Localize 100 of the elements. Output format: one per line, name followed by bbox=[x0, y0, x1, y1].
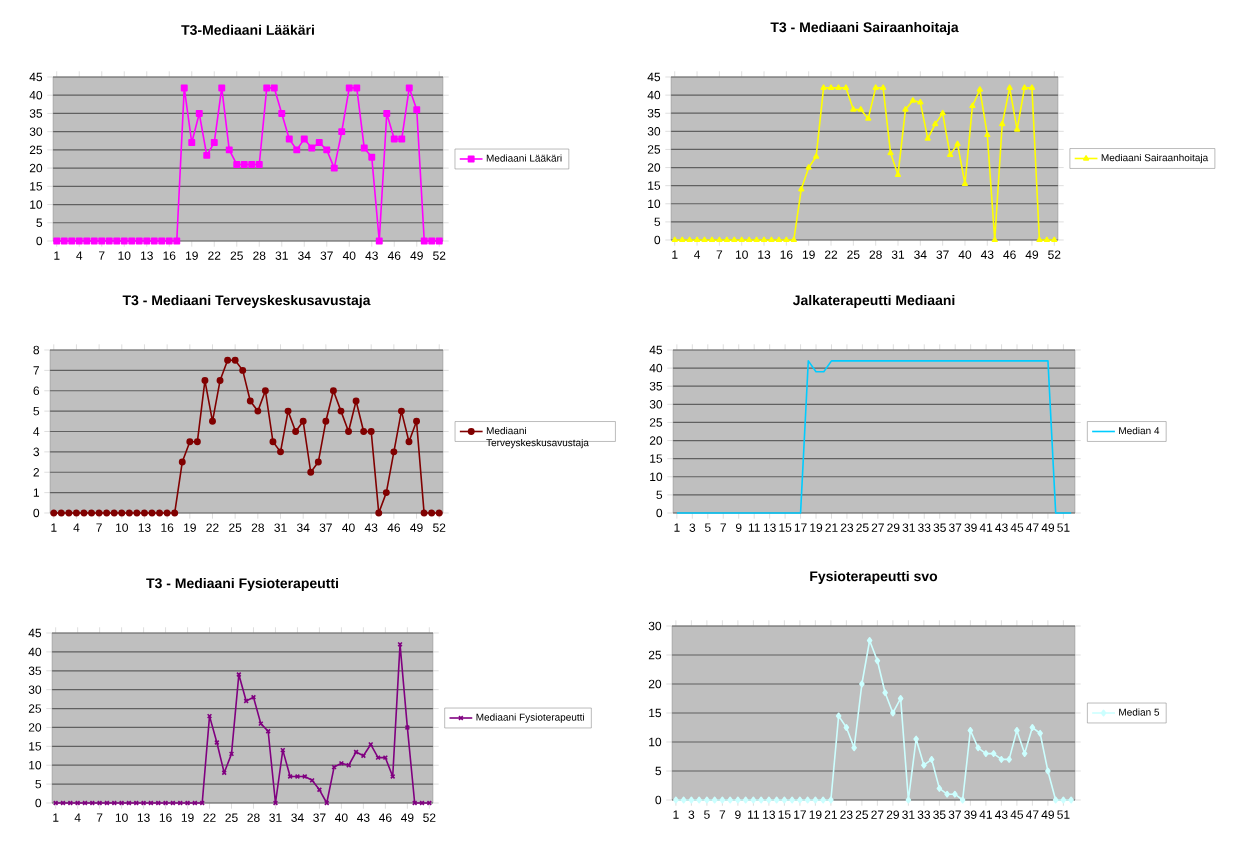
point bbox=[866, 637, 873, 644]
point bbox=[352, 397, 360, 405]
point bbox=[180, 84, 188, 92]
point bbox=[1013, 126, 1021, 132]
legend-label: Mediaani Sairaanhoitaja bbox=[1101, 153, 1209, 164]
x-tick-label: 41 bbox=[979, 810, 992, 819]
point bbox=[360, 144, 368, 152]
point bbox=[798, 185, 805, 192]
x-tick-label: 37 bbox=[320, 251, 333, 260]
point bbox=[1068, 796, 1074, 804]
point bbox=[671, 236, 678, 243]
point bbox=[865, 115, 872, 121]
point bbox=[133, 509, 141, 517]
point bbox=[72, 509, 80, 517]
x-tick-label: 49 bbox=[1041, 523, 1055, 532]
x-tick-label: 13 bbox=[763, 523, 776, 532]
point bbox=[314, 458, 322, 466]
point bbox=[909, 97, 916, 103]
point bbox=[775, 236, 783, 243]
y-tick-label: 45 bbox=[649, 345, 663, 355]
y-tick-label: 5 bbox=[33, 406, 40, 416]
x-tick-label: 40 bbox=[342, 251, 356, 260]
y-tick-label: 20 bbox=[29, 163, 43, 173]
x-tick-label: 49 bbox=[1041, 810, 1054, 819]
x-tick-label: 10 bbox=[116, 523, 129, 532]
point bbox=[383, 109, 391, 117]
point bbox=[842, 84, 850, 90]
y-tick-label: 5 bbox=[655, 766, 662, 776]
point bbox=[773, 796, 780, 804]
point bbox=[708, 236, 716, 243]
point bbox=[1014, 726, 1020, 734]
x-tick-label: 29 bbox=[886, 810, 899, 819]
point bbox=[673, 796, 679, 804]
point bbox=[277, 448, 284, 456]
point bbox=[390, 135, 398, 143]
point bbox=[735, 796, 741, 804]
point bbox=[284, 407, 292, 415]
y-tick-label: 25 bbox=[647, 145, 661, 154]
x-tick-label: 43 bbox=[994, 810, 1008, 819]
x-tick-label: 47 bbox=[1025, 810, 1039, 819]
y-tick-label: 40 bbox=[647, 90, 661, 100]
point bbox=[346, 762, 352, 768]
x-tick-label: 31 bbox=[269, 813, 282, 822]
point bbox=[308, 144, 316, 152]
point bbox=[813, 153, 820, 159]
point bbox=[390, 448, 398, 456]
x-tick-label: 19 bbox=[184, 523, 196, 532]
point bbox=[850, 106, 857, 112]
x-tick-label: 17 bbox=[794, 810, 806, 819]
point bbox=[375, 237, 383, 245]
x-tick-label: 7 bbox=[99, 251, 105, 260]
x-tick-label: 11 bbox=[748, 810, 760, 819]
point bbox=[292, 428, 300, 435]
x-tick-label: 10 bbox=[115, 813, 128, 822]
x-tick-label: 16 bbox=[161, 523, 174, 532]
y-tick-label: 5 bbox=[36, 218, 43, 227]
x-tick-label: 1 bbox=[674, 523, 680, 532]
x-tick-label: 15 bbox=[779, 523, 792, 532]
point bbox=[990, 750, 997, 758]
y-tick-label: 10 bbox=[650, 472, 663, 482]
y-tick-label: 45 bbox=[29, 72, 43, 82]
point bbox=[984, 131, 991, 138]
x-tick-label: 46 bbox=[1003, 250, 1016, 259]
y-tick-label: 30 bbox=[28, 685, 42, 694]
point bbox=[420, 237, 428, 245]
y-tick-label: 10 bbox=[648, 199, 661, 209]
chart-title: T3 - Mediaani Sairaanhoitaja bbox=[770, 21, 959, 35]
x-tick-label: 46 bbox=[387, 523, 401, 532]
legend-label: Mediaani Lääkäri bbox=[486, 154, 562, 162]
point bbox=[1036, 236, 1043, 243]
point bbox=[186, 438, 194, 446]
y-tick-label: 35 bbox=[29, 109, 43, 118]
x-tick-label: 25 bbox=[847, 250, 860, 259]
point bbox=[128, 237, 136, 245]
x-tick-label: 39 bbox=[964, 523, 977, 532]
point bbox=[90, 237, 98, 245]
y-tick-label: 30 bbox=[647, 127, 661, 136]
x-tick-label: 52 bbox=[433, 251, 446, 260]
y-tick-label: 7 bbox=[33, 366, 39, 375]
y-tick-label: 15 bbox=[29, 742, 42, 751]
point bbox=[300, 135, 308, 143]
y-tick-label: 0 bbox=[655, 795, 662, 805]
x-tick-label: 27 bbox=[871, 523, 884, 532]
point bbox=[827, 84, 835, 90]
point bbox=[210, 139, 218, 147]
point bbox=[760, 236, 768, 243]
x-tick-label: 37 bbox=[948, 523, 962, 532]
point bbox=[797, 796, 803, 804]
point bbox=[975, 744, 981, 752]
point bbox=[897, 695, 904, 702]
point bbox=[435, 237, 443, 245]
point bbox=[998, 755, 1005, 763]
legend-label: Median 5 bbox=[1119, 708, 1160, 716]
point bbox=[405, 438, 413, 446]
point bbox=[789, 796, 795, 804]
y-tick-label: 20 bbox=[649, 436, 663, 445]
point bbox=[353, 749, 359, 755]
point bbox=[790, 236, 797, 243]
point bbox=[293, 146, 301, 154]
y-tick-label: 45 bbox=[28, 628, 42, 638]
